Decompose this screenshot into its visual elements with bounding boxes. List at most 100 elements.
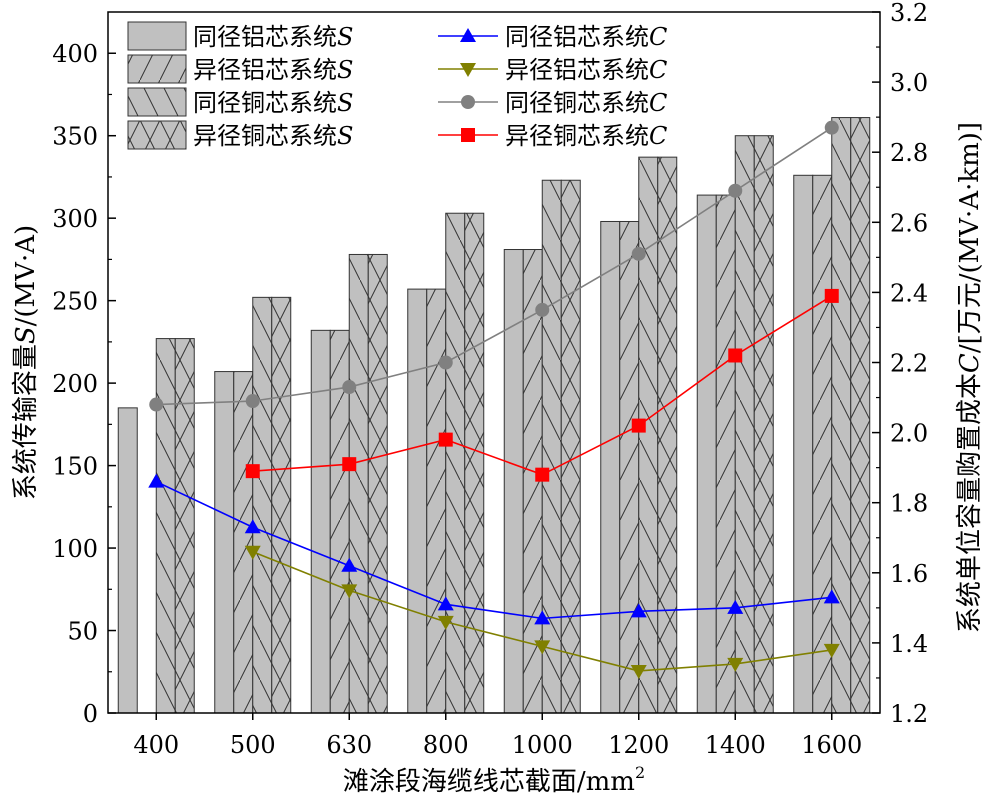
left-tick-label: 50 (67, 618, 98, 646)
right-tick-label: 1.2 (890, 700, 928, 728)
point-3-1200 (631, 418, 646, 433)
point-1-630 (341, 584, 358, 599)
bar-cross-400 (174, 338, 195, 714)
bar-plain-800 (407, 288, 428, 714)
bar-plain-1200 (600, 220, 621, 714)
right-tick-label: 2.0 (890, 420, 928, 448)
bar-cross-1000 (560, 179, 581, 714)
right-y-axis-label: 系统单位容量购置成本C/[万元/(MV·A·km)] (955, 122, 985, 633)
legend-marker-2 (461, 95, 475, 109)
left-tick-label: 400 (52, 40, 98, 68)
bar-plain-500 (214, 371, 235, 714)
left-tick-label: 250 (52, 288, 98, 316)
point-1-500 (244, 545, 261, 560)
right-tick-label: 2.2 (890, 350, 928, 378)
left-tick-label: 0 (83, 700, 98, 728)
bar-cross-1600 (850, 117, 871, 714)
point-3-630 (342, 457, 357, 472)
point-1-800 (437, 615, 454, 630)
point-0-1400 (727, 599, 744, 614)
legend-marker-3 (461, 128, 475, 142)
x-tick-label: 500 (230, 731, 276, 759)
bar-cross-500 (271, 296, 292, 714)
point-2-1600 (824, 120, 839, 135)
x-tick-label: 800 (423, 731, 469, 759)
point-0-1600 (823, 589, 840, 604)
x-tick-label: 1200 (608, 731, 669, 759)
legend-label: 同径铝芯系统C (505, 23, 667, 51)
legend-swatch-fwd (127, 54, 187, 84)
bar-back-1200 (638, 156, 659, 714)
line-series-2 (156, 126, 833, 406)
bar-back-1600 (831, 117, 852, 714)
legend-label: 同径铜芯系统C (505, 89, 667, 117)
bar-fwd-1200 (619, 220, 640, 714)
right-tick-label: 2.4 (890, 279, 928, 307)
right-tick-label: 1.8 (890, 490, 928, 518)
point-2-800 (438, 355, 453, 370)
left-y-axis-label: 系统传输容量S/(MV·A) (11, 225, 41, 500)
right-tick-label: 2.8 (890, 139, 928, 167)
legend-swatch-back (127, 87, 187, 117)
point-1-1400 (727, 657, 744, 672)
right-tick-label: 2.6 (890, 209, 928, 237)
point-3-500 (245, 464, 260, 479)
bar-back-500 (252, 296, 273, 714)
bar-plain-1400 (696, 194, 717, 714)
bar-plain-630 (310, 329, 331, 714)
bar-plain-1000 (503, 249, 524, 714)
legend-label: 异径铜芯系统C (505, 122, 667, 150)
bar-cross-630 (367, 253, 388, 714)
point-0-500 (244, 519, 261, 534)
x-tick-label: 1600 (801, 731, 862, 759)
legend-label: 同径铝芯系统S (193, 23, 353, 51)
point-0-1200 (630, 603, 647, 618)
left-tick-label: 350 (52, 123, 98, 151)
point-2-1200 (631, 246, 646, 261)
point-2-630 (342, 380, 357, 395)
left-tick-label: 150 (52, 453, 98, 481)
point-3-1000 (535, 467, 550, 482)
point-2-1000 (535, 302, 550, 317)
bar-back-1400 (734, 135, 755, 714)
legend-marker-0 (460, 28, 476, 42)
bar-fwd-800 (426, 288, 447, 714)
legend-swatch-cross (127, 120, 187, 150)
bar-fwd-500 (233, 371, 254, 714)
legend-label: 异径铜芯系统S (193, 122, 353, 150)
point-2-400 (149, 397, 164, 412)
x-axis-label: 滩涂段海缆线芯截面/mm2 (343, 763, 645, 797)
bar-cross-1200 (657, 156, 678, 714)
x-tick-label: 400 (133, 731, 179, 759)
x-tick-label: 1000 (512, 731, 573, 759)
legend-swatch-plain (127, 21, 187, 51)
point-2-1400 (728, 183, 743, 198)
legend-label: 异径铝芯系统S (193, 56, 353, 84)
bar-back-800 (445, 212, 466, 714)
left-tick-label: 300 (52, 205, 98, 233)
point-0-630 (341, 557, 358, 572)
right-tick-label: 3.0 (890, 69, 928, 97)
legend-label: 异径铝芯系统C (505, 56, 667, 84)
x-tick-label: 630 (326, 731, 372, 759)
left-tick-label: 100 (52, 535, 98, 563)
bar-fwd-1400 (715, 194, 736, 714)
point-1-1600 (823, 643, 840, 658)
left-tick-label: 200 (52, 370, 98, 398)
line-series-0 (155, 480, 832, 620)
bar-plain-1600 (793, 174, 814, 714)
point-3-800 (438, 432, 453, 447)
point-1-1000 (534, 640, 551, 655)
x-tick-label: 1400 (705, 731, 766, 759)
point-3-1400 (728, 348, 743, 363)
point-0-800 (437, 596, 454, 611)
bar-fwd-1600 (812, 174, 833, 714)
bar-cross-1400 (753, 135, 774, 714)
right-tick-label: 1.4 (890, 630, 928, 658)
bar-back-630 (348, 253, 369, 714)
right-tick-label: 3.2 (890, 0, 928, 27)
point-0-1000 (534, 610, 551, 625)
bar-cross-800 (464, 212, 485, 714)
point-1-1200 (630, 664, 647, 679)
